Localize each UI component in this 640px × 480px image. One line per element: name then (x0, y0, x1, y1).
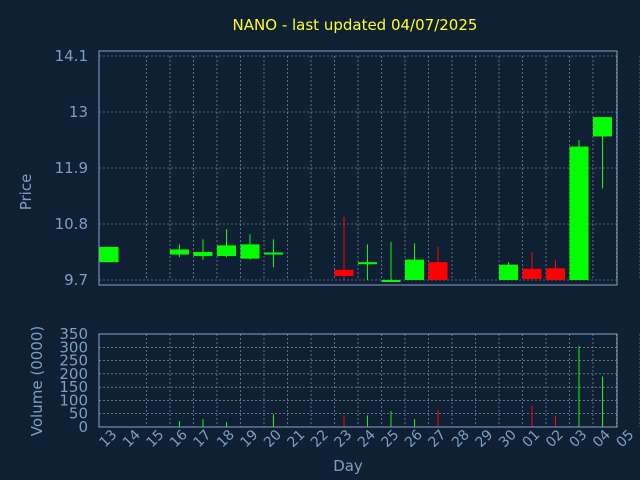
volume-tick-label: 100 (59, 391, 88, 409)
x-tick-label: 28 (449, 427, 473, 451)
candle-body (546, 268, 565, 280)
x-tick-label: 30 (496, 427, 520, 451)
x-tick-label: 17 (191, 427, 215, 451)
volume-tick-label: 250 (59, 352, 88, 370)
candle-body (428, 262, 448, 280)
candle-body (264, 252, 283, 255)
x-tick-label: 14 (120, 427, 144, 451)
candle-body (381, 280, 401, 282)
candle-body (569, 146, 589, 280)
price-axis-label: Price (17, 174, 35, 211)
candle-body (193, 252, 213, 257)
candle-body (358, 262, 377, 265)
price-frame (98, 50, 618, 286)
price-tick-label: 14.1 (55, 47, 88, 65)
candle-body (405, 259, 424, 280)
volume-tick-label: 50 (69, 405, 88, 423)
x-tick-label: 22 (308, 427, 332, 451)
x-tick-label: 23 (332, 427, 356, 451)
volume-axis-label: Volume (0000) (28, 326, 46, 436)
volume-frame (98, 333, 618, 428)
volume-tick-label: 350 (59, 325, 88, 343)
candle-body (334, 269, 354, 276)
price-tick-label: 11.9 (55, 159, 88, 177)
price-tick-label: 10.8 (55, 215, 88, 233)
x-tick-label: 02 (543, 427, 567, 451)
x-tick-label: 19 (238, 427, 262, 451)
volume-tick-label: 200 (59, 365, 88, 383)
x-tick-label: 27 (426, 427, 450, 451)
x-tick-label: 24 (355, 427, 379, 451)
price-tick-label: 13 (69, 103, 88, 121)
x-tick-label: 29 (473, 427, 497, 451)
x-tick-label: 16 (167, 427, 191, 451)
candle-body (522, 268, 542, 279)
volume-tick-label: 150 (59, 378, 88, 396)
x-tick-label: 18 (214, 427, 238, 451)
x-tick-label: 03 (567, 427, 591, 451)
volume-tick-label: 0 (78, 418, 88, 436)
x-axis: 13 14 15 16 17 18 19 20 21 22 23 24 25 26 27 28 29 30 01 02… (97, 427, 638, 451)
price-tick-label: 9.7 (64, 271, 88, 289)
x-tick-label: 05 (614, 427, 638, 451)
x-tick-label: 21 (285, 427, 309, 451)
candle-body (593, 117, 612, 137)
candle-body (217, 245, 236, 257)
x-axis-label: Day (333, 457, 363, 475)
candle-body (240, 244, 260, 259)
price-panel: 14.1 13 11.9 10.8 9.7 (55, 47, 640, 289)
x-tick-label: 25 (379, 427, 403, 451)
x-tick-label: 13 (97, 427, 121, 451)
candle-body (499, 264, 518, 280)
x-tick-label: 20 (261, 427, 285, 451)
x-tick-label: 15 (144, 427, 168, 451)
x-tick-label: 04 (590, 427, 614, 451)
x-tick-label: 01 (520, 427, 544, 451)
candle-body (170, 249, 189, 255)
x-tick-label: 26 (402, 427, 426, 451)
chart-title: NANO - last updated 04/07/2025 (233, 16, 478, 34)
volume-tick-label: 300 (59, 338, 88, 356)
candle-body (99, 246, 119, 263)
